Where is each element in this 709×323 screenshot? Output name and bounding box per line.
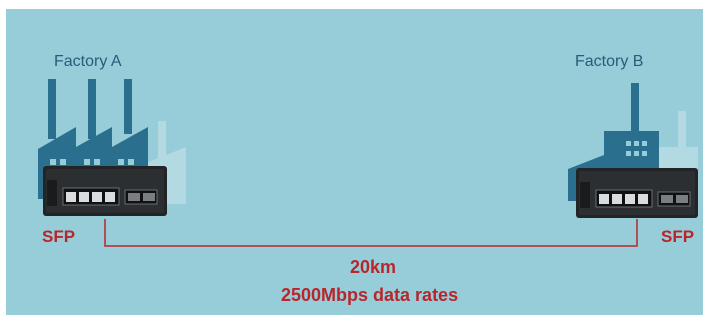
sfp-left-label: SFP	[42, 227, 76, 246]
factory-b-label: Factory B	[575, 53, 644, 70]
sfp-right-label: SFP	[661, 227, 695, 246]
network-switch-left-icon	[43, 166, 167, 216]
factory-a-windows	[50, 159, 134, 165]
diagram-artwork	[6, 9, 703, 315]
network-switch-right-icon	[576, 168, 698, 218]
network-diagram: Factory A Factory B SFP SFP 20km 2500Mbp…	[6, 9, 703, 315]
factory-a-label: Factory A	[54, 53, 122, 70]
distance-label: 20km	[350, 257, 397, 277]
link-connector-line	[104, 219, 638, 247]
data-rate-label: 2500Mbps data rates	[281, 285, 459, 305]
